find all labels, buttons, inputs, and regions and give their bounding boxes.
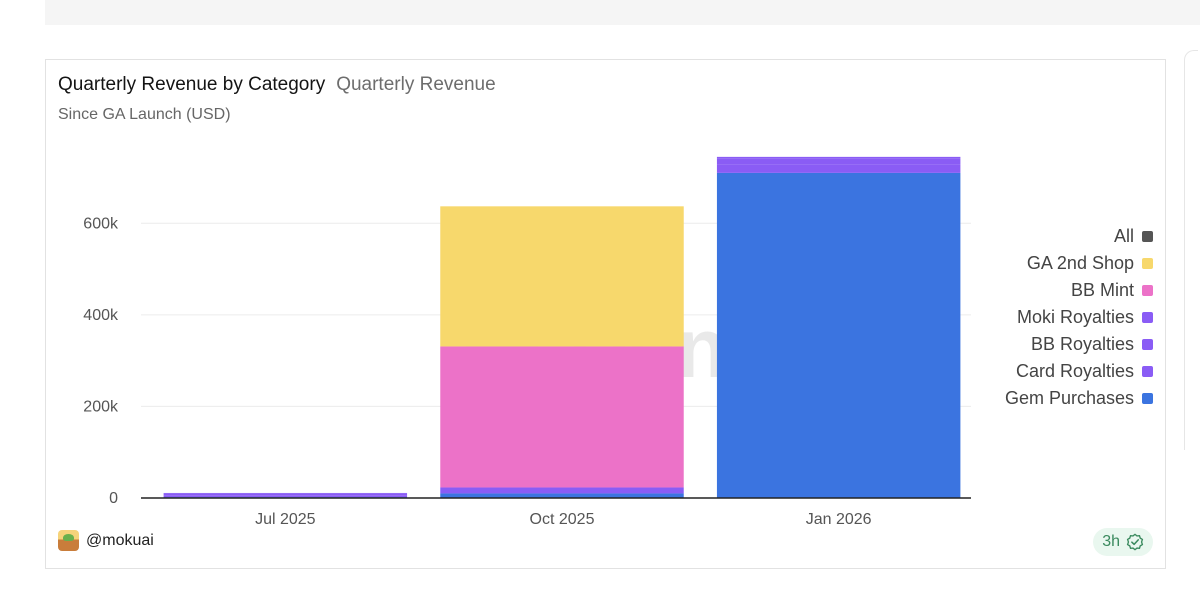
legend-swatch [1142,231,1153,242]
y-tick-label: 0 [109,490,118,507]
bar-moki-royalties-jan-2026 [716,156,961,159]
x-tick-label: Oct 2025 [530,511,595,528]
legend-label: Card Royalties [1015,361,1134,381]
title-row: Quarterly Revenue by Category Quarterly … [58,74,496,96]
legend-swatch [1142,366,1153,377]
legend-label: Gem Purchases [1004,388,1134,408]
avatar-icon [58,530,79,551]
bar-chart: 0 200k 400k 600k Jul 2025 Oct 2025 Jan 2026 [83,156,971,528]
bar-card-royalties-jul-2025 [163,495,408,498]
y-tick-label: 200k [83,398,119,415]
bar-card-royalties-oct-2025 [440,487,684,494]
legend-label: BB Royalties [1030,334,1134,354]
legend-item-all[interactable]: All [1005,223,1153,250]
verified-check-icon [1126,533,1144,551]
chart-card: Quarterly Revenue by Category Quarterly … [45,59,1166,569]
legend-item-moki-royalties[interactable]: Moki Royalties [1005,304,1153,331]
y-tick-label: 400k [83,307,119,324]
legend-item-bb-mint[interactable]: BB Mint [1005,277,1153,304]
chart-subtitle: Quarterly Revenue [336,74,496,95]
legend-swatch [1142,339,1153,350]
legend-swatch [1142,312,1153,323]
legend-label: BB Mint [1070,280,1134,300]
age-text: 3h [1102,533,1120,550]
y-tick-label: 600k [83,215,119,232]
legend-label: All [1113,226,1134,246]
legend-label: GA 2nd Shop [1026,253,1134,273]
bar-gem-purchases-oct-2025 [440,493,684,498]
legend-item-bb-royalties[interactable]: BB Royalties [1005,331,1153,358]
author-credit[interactable]: @mokuai [58,530,154,551]
legend-item-card-royalties[interactable]: Card Royalties [1005,358,1153,385]
legend-swatch [1142,258,1153,269]
legend-swatch [1142,285,1153,296]
chart-legend: All GA 2nd Shop BB Mint Moki Royalties BB Ro… [1005,223,1153,412]
bar-bb-royalties-jan-2026 [716,158,961,165]
legend-label: Moki Royalties [1016,307,1134,327]
legend-swatch [1142,393,1153,404]
x-tick-label: Jul 2025 [255,511,316,528]
legend-item-gem-purchases[interactable]: Gem Purchases [1005,385,1153,412]
x-tick-label: Jan 2026 [806,511,872,528]
freshness-badge[interactable]: 3h [1093,528,1153,556]
bar-gem-purchases-jan-2026 [716,172,961,498]
bar-moki-royalties-jul-2025 [163,492,408,494]
chart-title: Quarterly Revenue by Category [58,74,326,95]
bar-ga-2nd-shop-oct-2025 [440,206,684,347]
bar-bb-mint-oct-2025 [440,346,684,488]
bar-bb-royalties-jul-2025 [163,493,408,496]
previous-panel-strip [45,0,1200,25]
adjacent-panel-edge [1184,50,1198,450]
legend-item-ga-2nd-shop[interactable]: GA 2nd Shop [1005,250,1153,277]
bar-card-royalties-jan-2026 [716,164,961,173]
author-handle[interactable]: @mokuai [86,531,154,549]
chart-caption: Since GA Launch (USD) [58,106,231,123]
